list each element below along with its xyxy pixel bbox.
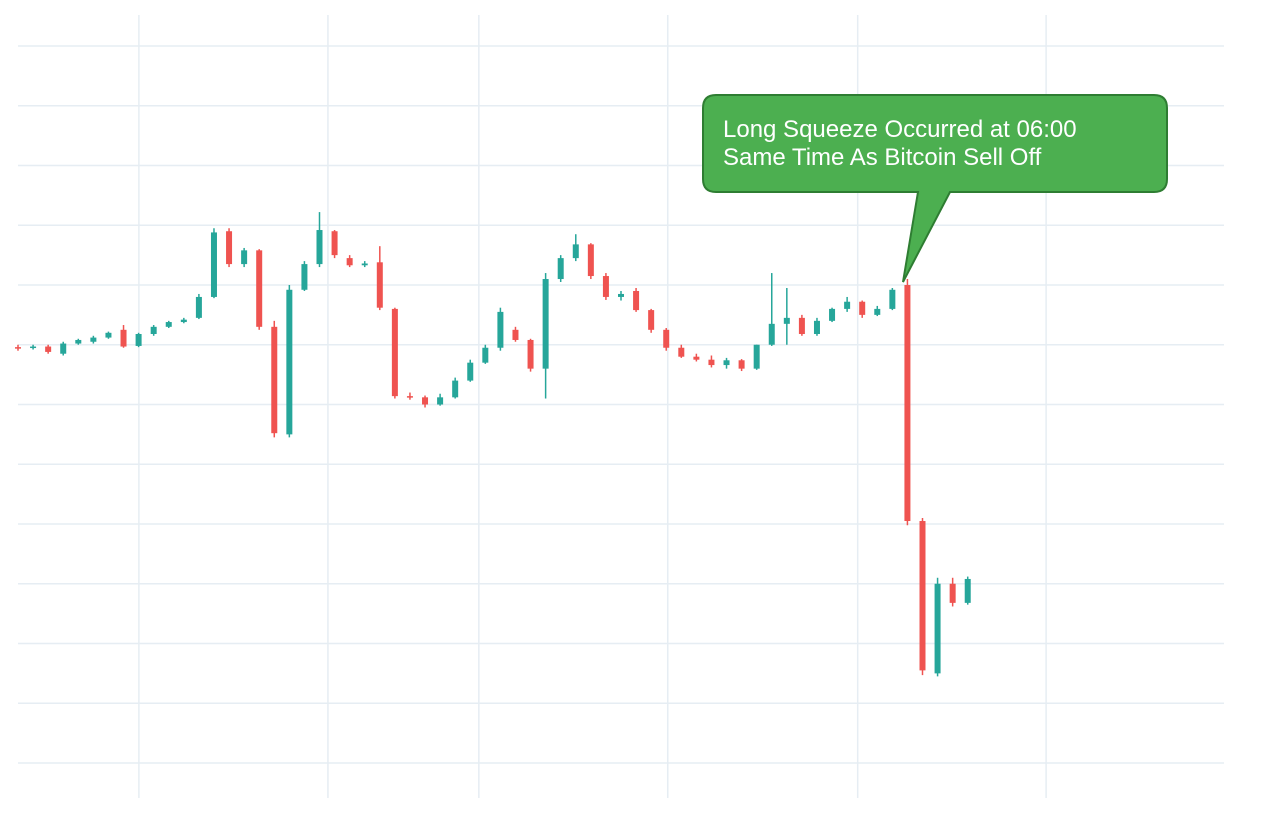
candles: [15, 212, 971, 677]
candle-body: [618, 293, 624, 297]
candle-body: [648, 310, 655, 330]
candle-body: [542, 279, 549, 369]
candle-body: [602, 276, 609, 297]
candle-body: [105, 332, 112, 338]
callout: Long Squeeze Occurred at 06:00 Same Time…: [702, 94, 1168, 283]
candle-body: [422, 397, 429, 405]
candle-body: [195, 296, 202, 318]
candle-body: [165, 322, 172, 327]
candle-body: [286, 289, 293, 435]
annotation-line: Long Squeeze Occurred at 06:00: [723, 116, 1077, 143]
candle-body: [949, 583, 956, 603]
candle-body: [587, 244, 594, 277]
candle-body: [376, 262, 383, 308]
candle-body: [904, 285, 911, 522]
candle-body: [723, 360, 730, 366]
candle-body: [527, 339, 534, 369]
candle-body: [150, 326, 157, 334]
candle-body: [452, 380, 459, 398]
candle-body: [859, 301, 866, 315]
candle-body: [210, 232, 217, 297]
candle-body: [633, 290, 640, 311]
candle-body: [813, 320, 820, 334]
grid: [18, 15, 1224, 798]
candle-body: [45, 346, 52, 352]
candle-body: [90, 337, 97, 342]
candle-body: [467, 362, 474, 381]
candle-body: [557, 258, 564, 280]
candle-body: [693, 356, 700, 360]
candle-body: [753, 344, 760, 369]
candle-body: [60, 343, 67, 354]
candle-body: [256, 250, 263, 327]
candle-body: [346, 258, 353, 266]
candle-body: [226, 231, 233, 265]
candle-body: [783, 317, 790, 324]
callout-bubble: [702, 94, 1168, 283]
candle-body: [406, 396, 413, 398]
candle-body: [361, 263, 368, 266]
candle-body: [844, 301, 851, 309]
candle-body: [75, 339, 82, 344]
candle-body: [768, 323, 775, 345]
candle-body: [708, 359, 715, 366]
candle-body: [241, 250, 248, 265]
candle-body: [678, 347, 685, 357]
candle-body: [934, 583, 941, 674]
candle-body: [829, 308, 836, 321]
candle-body: [919, 521, 926, 671]
candle-body: [30, 346, 37, 349]
annotation-line: Same Time As Bitcoin Sell Off: [723, 144, 1042, 171]
candle-body: [437, 397, 444, 405]
candle-body: [180, 319, 187, 323]
candle-body: [331, 231, 338, 256]
candle-body: [271, 326, 278, 434]
candle-body: [964, 578, 971, 603]
candle-body: [798, 317, 805, 334]
candle-body: [874, 308, 881, 315]
candle-body: [738, 360, 745, 369]
candle-body: [512, 329, 519, 340]
candle-body: [120, 329, 127, 347]
candle-body: [301, 264, 308, 290]
candle-body: [497, 311, 504, 348]
candle-body: [482, 347, 489, 363]
candle-body: [391, 308, 398, 397]
candle-body: [889, 289, 896, 309]
candle-body: [135, 333, 142, 346]
candle-body: [663, 329, 670, 348]
candle-body: [15, 347, 21, 349]
candle-body: [572, 244, 579, 259]
candle-body: [316, 230, 323, 265]
